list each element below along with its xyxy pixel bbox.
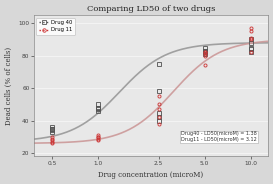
Text: Drug40 - LD50(microM) = 1.38
Drug11 - LD50(microM) = 3.12: Drug40 - LD50(microM) = 1.38 Drug11 - LD… [181,132,257,142]
Y-axis label: Dead cells (% of cells): Dead cells (% of cells) [5,47,13,125]
X-axis label: Drug concentration (microM): Drug concentration (microM) [98,171,203,179]
Title: Comparing LD50 of two drugs: Comparing LD50 of two drugs [87,5,215,13]
Legend: Drug 40, Drug 11: Drug 40, Drug 11 [36,18,75,35]
